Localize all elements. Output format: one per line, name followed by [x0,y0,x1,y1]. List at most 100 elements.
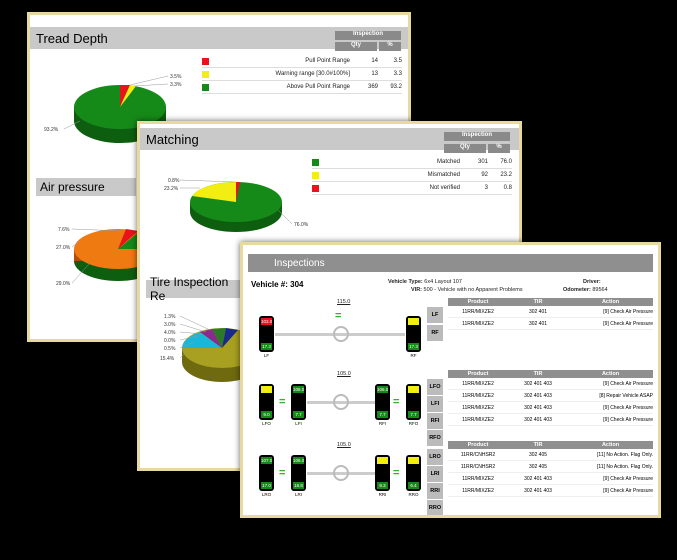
legend-swatch-green [312,158,319,166]
vehicle-type-row: Vehicle Type: 6x4 Layout 107 [388,279,462,285]
tire-rfo[interactable]: 7.7 RFO [406,384,421,426]
tire-inspection-title: Tire Inspection Re [150,275,229,303]
matching-table: Matched 301 76.0 Mismatched 92 23.2 Not veri… [312,156,512,195]
tire-rri[interactable]: 9.3 RRI [375,455,390,497]
equal-sign: = [393,467,400,479]
inspections-title-bar: Inspections [248,254,653,272]
table-row: Mismatched 92 23.2 [312,169,512,182]
pie-label: 7.6% [58,227,70,233]
table-row: 11RR/CNHSR2 302 405 [11] No Action. Flag O… [448,449,653,461]
position-label: RRI [427,483,443,499]
matching-title: Matching [146,131,199,147]
air-pressure-title-bar: Air pressure [36,178,136,196]
pct-header: % [379,42,401,51]
position-label: RRO [427,500,443,515]
position-label: LFO [427,379,443,395]
tire-inspection-pie: 1.3% 3.0% 4.0% 0.0% 0.5% 15.4% [160,314,250,382]
position-label: RFI [427,413,443,429]
legend-swatch-green [202,83,209,91]
inspection-header: Inspection [444,132,510,141]
driver-row: Driver: [583,279,601,285]
steering-wheel-icon [333,326,349,342]
qty-header: Qty [444,144,486,153]
table-row: Above Pull Point Range 369 93.2 [202,81,402,94]
pie-label: 1.3% [164,314,176,320]
pie-label: 76.0% [294,222,309,228]
hub-icon [333,465,349,481]
pct-header: % [488,144,510,153]
qty-header: Qty [335,42,377,51]
axle-pressure: 105.0 [337,442,351,448]
pie-label: 27.0% [56,245,71,251]
inspection-header: Inspection [335,31,401,40]
tread-depth-title: Tread Depth [36,30,108,46]
tire-lro[interactable]: 107.0 17.0 LRO [259,455,274,497]
table-row: Matched 301 76.0 [312,156,512,169]
axle-3: 105.0 107.0 17.0 LRO 106.0 16.8 LRI = 9.… [251,441,431,511]
tire-lf[interactable]: 103.0 17.3 LF [259,316,274,358]
pie-label: 0.5% [164,346,176,352]
vehicle-number: Vehicle #: 304 [251,280,304,289]
legend-swatch-red [202,57,209,65]
tread-depth-table: Pull Point Range 14 3.5 Warning range [30.… [202,55,402,94]
table-row: Warning range [30.0#100%] 13 3.3 [202,68,402,81]
pie-label: 0.0% [164,338,176,344]
pie-label: 3.3% [170,82,182,88]
odometer-row: Odometer: 89564 [563,287,608,293]
matching-title-bar: Matching [140,128,519,150]
legend-swatch-yellow [202,70,209,78]
inspections-title: Inspections [274,257,325,269]
vir-row: VIR: 500 - Vehicle with no Apparent Prob… [411,287,523,293]
table-row: Not verified 3 0.8 [312,182,512,195]
inspections-report: Inspections Vehicle #: 304 Vehicle Type:… [240,242,661,518]
pie-label: 0.8% [168,178,180,184]
table-row: Pull Point Range 14 3.5 [202,55,402,68]
pie-label: 3.5% [170,74,182,80]
tire-rro[interactable]: 6.4 RRO [406,455,421,497]
axle-1-table: Product TIR Action 11RR/MIXZE2 302 401 [9] C… [448,298,653,330]
table-row: 11RR/MIXZE2 302 401 403 [8] Repair Vehicle… [448,390,653,402]
legend-swatch-yellow [312,171,319,179]
tread-depth-title-bar: Tread Depth [30,27,408,49]
pie-label: 15.4% [160,356,175,362]
pie-label: 3.0% [164,322,176,328]
axle-1: 115.0 103.0 17.3 LF = 17.3 RF [251,298,431,368]
legend-swatch-red [312,184,319,192]
table-row: 11RR/MIXZE2 302 401 403 [9] Check Air Pres… [448,402,653,414]
tire-lfo[interactable]: 9.0 LFO [259,384,274,426]
table-row: 11RR/CNHSR2 302 405 [11] No Action. Flag O… [448,461,653,473]
table-row: 11RR/MIXZE2 302 401 [9] Check Air Pressure [448,306,653,318]
tire-lri[interactable]: 106.0 16.8 LRI [291,455,306,497]
equal-sign: = [279,467,286,479]
equal-sign: = [335,310,342,322]
position-label: LF [427,307,443,323]
axle-pressure: 105.0 [337,371,351,377]
hub-icon [333,394,349,410]
tire-rf[interactable]: 17.3 RF [406,316,421,358]
tire-rfi[interactable]: 106.0 7.7 RFI [375,384,390,426]
position-label: RF [427,325,443,341]
table-row: 11RR/MIXZE2 302 401 403 [9] Check Air Pres… [448,378,653,390]
tire-lfi[interactable]: 106.0 7.7 LFI [291,384,306,426]
position-label: LRI [427,466,443,482]
pie-label: 4.0% [164,330,176,336]
pie-label: 93.2% [44,127,59,133]
position-label: RFO [427,430,443,446]
air-pressure-pie: 7.6% 27.0% 29.0% [56,227,150,287]
tire-inspection-title-bar: Tire Inspection Re [146,275,244,303]
axle-2: 105.0 9.0 LFO 106.0 7.7 LFI = 106.0 7.7 … [251,370,431,440]
position-label: LFI [427,396,443,412]
table-row: 11RR/MIXZE2 302 401 403 [9] Check Air Pres… [448,485,653,497]
pie-label: 29.0% [56,281,71,287]
axle-3-table: Product TIR Action 11RR/CNHSR2 302 405 [11] … [448,441,653,497]
air-pressure-title: Air pressure [40,180,105,194]
pie-label: 23.2% [164,186,179,192]
table-row: 11RR/MIXZE2 302 401 403 [9] Check Air Pres… [448,414,653,426]
equal-sign: = [279,396,286,408]
matching-pie: 0.8% 23.2% 76.0% [164,178,309,232]
equal-sign: = [393,396,400,408]
table-row: 11RR/MIXZE2 302 401 [9] Check Air Pressure [448,318,653,330]
position-label: LRO [427,449,443,465]
table-row: 11RR/MIXZE2 302 401 403 [9] Check Air Pres… [448,473,653,485]
axle-2-table: Product TIR Action 11RR/MIXZE2 302 401 403[… [448,370,653,426]
